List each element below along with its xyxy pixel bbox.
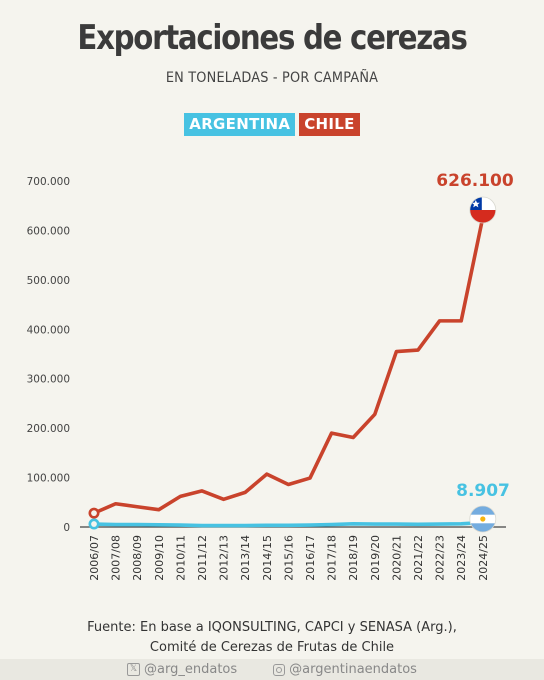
y-tick-label: 700.000 [27, 176, 70, 188]
chile-flag-icon [469, 196, 497, 224]
y-tick-label: 500.000 [27, 275, 70, 287]
legend: ARGENTINA CHILE [0, 113, 544, 136]
x-tick-label: 2011/12 [196, 535, 209, 581]
footer: 𝕏 @arg_endatos @argentinaendatos [0, 659, 544, 680]
x-tick-label: 2006/07 [88, 535, 101, 581]
twitter-handle: @arg_endatos [144, 662, 238, 677]
x-tick-label: 2016/17 [304, 535, 317, 581]
chile-end-value-label: 626.100 [436, 171, 514, 191]
x-tick-label: 2018/19 [347, 535, 360, 581]
x-tick-label: 2012/13 [218, 535, 231, 581]
series-start-point-argentina [88, 518, 100, 530]
x-tick-label: 2019/20 [369, 535, 382, 581]
x-tick-label: 2022/23 [434, 535, 447, 581]
y-tick-label: 400.000 [27, 324, 70, 336]
argentina-flag-icon [469, 505, 497, 533]
source-line-1: Fuente: En base a IQONSULTING, CAPCI y S… [87, 620, 457, 635]
legend-chile: CHILE [299, 113, 360, 136]
y-tick-label: 0 [63, 522, 70, 534]
chart-title: Exportaciones de cerezas [77, 18, 468, 58]
series-line-argentina [92, 520, 485, 528]
source-note: Fuente: En base a IQONSULTING, CAPCI y S… [0, 618, 544, 658]
footer-instagram[interactable]: @argentinaendatos [273, 662, 417, 677]
x-tick-label: 2013/14 [239, 535, 252, 581]
footer-twitter[interactable]: 𝕏 @arg_endatos [127, 662, 237, 677]
x-tick-label: 2021/22 [412, 535, 425, 581]
y-tick-label: 600.000 [27, 225, 70, 237]
x-tick-label: 2015/16 [282, 535, 295, 581]
y-tick-label: 100.000 [27, 473, 70, 485]
series-line-chile [92, 215, 485, 515]
x-logo-icon: 𝕏 [127, 663, 141, 676]
instagram-icon [273, 663, 286, 676]
series-start-point-chile [88, 507, 100, 519]
x-tick-label: 2023/24 [455, 535, 468, 581]
y-tick-label: 200.000 [27, 423, 70, 435]
instagram-handle: @argentinaendatos [289, 662, 417, 677]
x-tick-label: 2020/21 [390, 535, 403, 581]
x-tick-label: 2009/10 [153, 535, 166, 581]
x-tick-label: 2017/18 [326, 535, 339, 581]
legend-argentina: ARGENTINA [184, 113, 296, 136]
x-tick-label: 2014/15 [261, 535, 274, 581]
x-tick-label: 2024/25 [477, 535, 490, 581]
argentina-end-value-label: 8.907 [456, 481, 510, 501]
x-tick-label: 2010/11 [174, 535, 187, 581]
line-chart: 0 100.000 200.000 300.000 400.000 500.000 600.… [27, 171, 514, 581]
source-line-2: Comité de Cerezas de Frutas de Chile [149, 640, 395, 655]
y-tick-label: 300.000 [27, 374, 70, 386]
chart-subtitle: EN TONELADAS - POR CAMPAÑA [165, 70, 379, 86]
x-tick-label: 2008/09 [131, 535, 144, 581]
x-tick-label: 2007/08 [110, 535, 123, 581]
